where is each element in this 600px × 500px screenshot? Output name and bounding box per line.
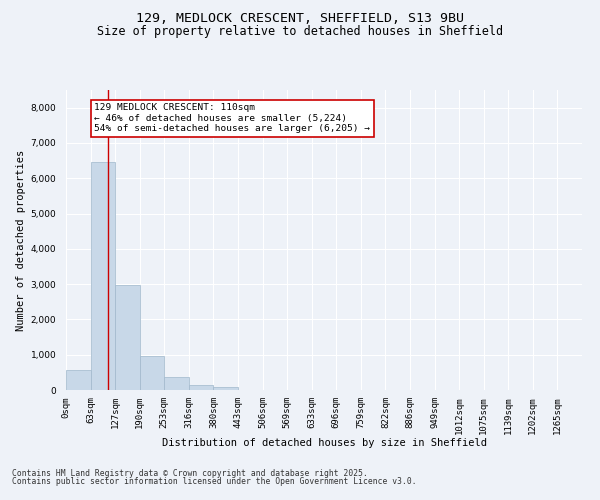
Bar: [189, 384, 214, 390]
Text: Contains HM Land Registry data © Crown copyright and database right 2025.: Contains HM Land Registry data © Crown c…: [12, 468, 368, 477]
Bar: [140, 356, 164, 390]
Bar: [66, 370, 91, 390]
Text: Size of property relative to detached houses in Sheffield: Size of property relative to detached ho…: [97, 25, 503, 38]
Text: Contains public sector information licensed under the Open Government Licence v3: Contains public sector information licen…: [12, 477, 416, 486]
Bar: [115, 285, 140, 390]
Bar: [164, 378, 189, 390]
Text: 129 MEDLOCK CRESCENT: 110sqm
← 46% of detached houses are smaller (5,224)
54% of: 129 MEDLOCK CRESCENT: 110sqm ← 46% of de…: [94, 104, 370, 134]
Bar: [91, 162, 115, 390]
X-axis label: Distribution of detached houses by size in Sheffield: Distribution of detached houses by size …: [161, 438, 487, 448]
Bar: [214, 387, 238, 390]
Y-axis label: Number of detached properties: Number of detached properties: [16, 150, 26, 330]
Text: 129, MEDLOCK CRESCENT, SHEFFIELD, S13 9BU: 129, MEDLOCK CRESCENT, SHEFFIELD, S13 9B…: [136, 12, 464, 26]
